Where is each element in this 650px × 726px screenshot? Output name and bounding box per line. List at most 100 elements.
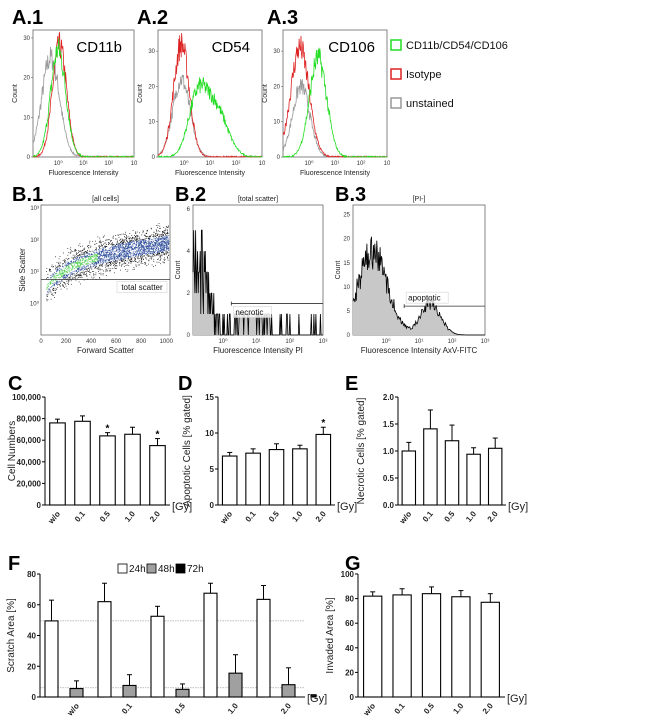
scatter-point [76, 275, 77, 276]
scatter-point [56, 274, 58, 276]
scatter-point [160, 246, 162, 248]
scatter-point [121, 243, 123, 244]
scatter-point [97, 269, 99, 270]
scatter-point [146, 244, 148, 246]
scatter-point [67, 272, 68, 274]
scatter-point [97, 259, 99, 261]
scatter-point [134, 247, 136, 249]
scatter-point [58, 266, 60, 267]
scatter-point [98, 260, 100, 262]
scatter-point [83, 279, 85, 281]
scatter-point [141, 248, 142, 250]
scatter-point [70, 272, 72, 273]
scatter-point [148, 249, 150, 251]
scatter-point [58, 277, 59, 278]
scatter-point [89, 258, 91, 259]
scatter-point [120, 241, 121, 243]
scatter-point [75, 276, 76, 278]
scatter-point [146, 243, 148, 244]
scatter-point [121, 239, 123, 241]
scatter-point [130, 252, 132, 253]
scatter-point [105, 269, 107, 271]
scatter-point [91, 268, 93, 270]
scatter-point [112, 242, 113, 244]
scatter-point [49, 289, 51, 290]
scatter-point [78, 269, 80, 271]
scatter-point [146, 265, 148, 266]
scatter-point [162, 240, 164, 242]
scatter-point [93, 260, 95, 262]
scatter-point [133, 254, 135, 255]
scatter-point [94, 252, 96, 254]
scatter-point [105, 271, 107, 273]
scatter-point [91, 254, 92, 255]
scatter-point [69, 277, 71, 279]
scatter-point [98, 262, 99, 263]
scatter-point [165, 226, 167, 227]
scatter-point [91, 266, 93, 268]
scatter-point [57, 270, 58, 272]
scatter-point [161, 238, 162, 239]
scatter-point [132, 247, 134, 249]
scatter-point [128, 262, 130, 264]
scatter-point [115, 254, 117, 256]
scatter-point [62, 269, 64, 271]
scatter-point [70, 261, 72, 263]
y-tick-label: 0 [32, 693, 37, 702]
scatter-point [49, 268, 50, 270]
scatter-point [158, 253, 159, 255]
scatter-point [99, 277, 100, 278]
scatter-point [78, 258, 80, 260]
scatter-point [140, 242, 141, 243]
scatter-point [135, 232, 137, 234]
scatter-point [135, 251, 136, 253]
scatter-point [110, 262, 111, 263]
scatter-point [55, 289, 57, 290]
scatter-point [139, 242, 141, 244]
scatter-point [131, 261, 132, 263]
scatter-point [103, 255, 104, 257]
scatter-point [158, 238, 159, 240]
scatter-point [132, 245, 134, 247]
scatter-point [163, 237, 164, 239]
scatter-point [160, 237, 162, 239]
scatter-point [132, 261, 134, 262]
scatter-point [137, 264, 139, 266]
scatter-point [146, 245, 147, 247]
scatter-point [148, 250, 150, 252]
scatter-point [113, 255, 114, 257]
scatter-point [114, 246, 116, 247]
scatter-point [84, 247, 86, 249]
scatter-point [96, 248, 97, 250]
scatter-point [84, 256, 85, 257]
scatter-point [129, 253, 131, 255]
scatter-point [103, 248, 104, 250]
legend-swatch [146, 563, 157, 574]
scatter-point [159, 256, 161, 258]
scatter-point [154, 251, 155, 253]
scatter-point [114, 252, 115, 254]
scatter-point [95, 263, 97, 265]
panel-label: G [345, 553, 361, 575]
scatter-point [135, 241, 137, 242]
scatter-point [134, 253, 135, 255]
scatter-point [87, 251, 89, 253]
scatter-point [165, 240, 167, 241]
scatter-point [144, 248, 146, 250]
scatter-point [51, 286, 52, 288]
scatter-point [77, 255, 78, 257]
scatter-point [116, 250, 118, 252]
scatter-point [156, 241, 158, 243]
scatter-point [68, 282, 69, 284]
scatter-point [106, 252, 108, 254]
scatter-point [113, 249, 114, 251]
scatter-point [104, 257, 106, 259]
scatter-point [162, 247, 164, 248]
scatter-point [154, 240, 156, 242]
scatter-point [108, 255, 110, 257]
scatter-point [156, 254, 158, 255]
scatter-point [108, 253, 110, 255]
scatter-point [142, 251, 144, 252]
y-tick-label: 10¹ [30, 270, 39, 276]
